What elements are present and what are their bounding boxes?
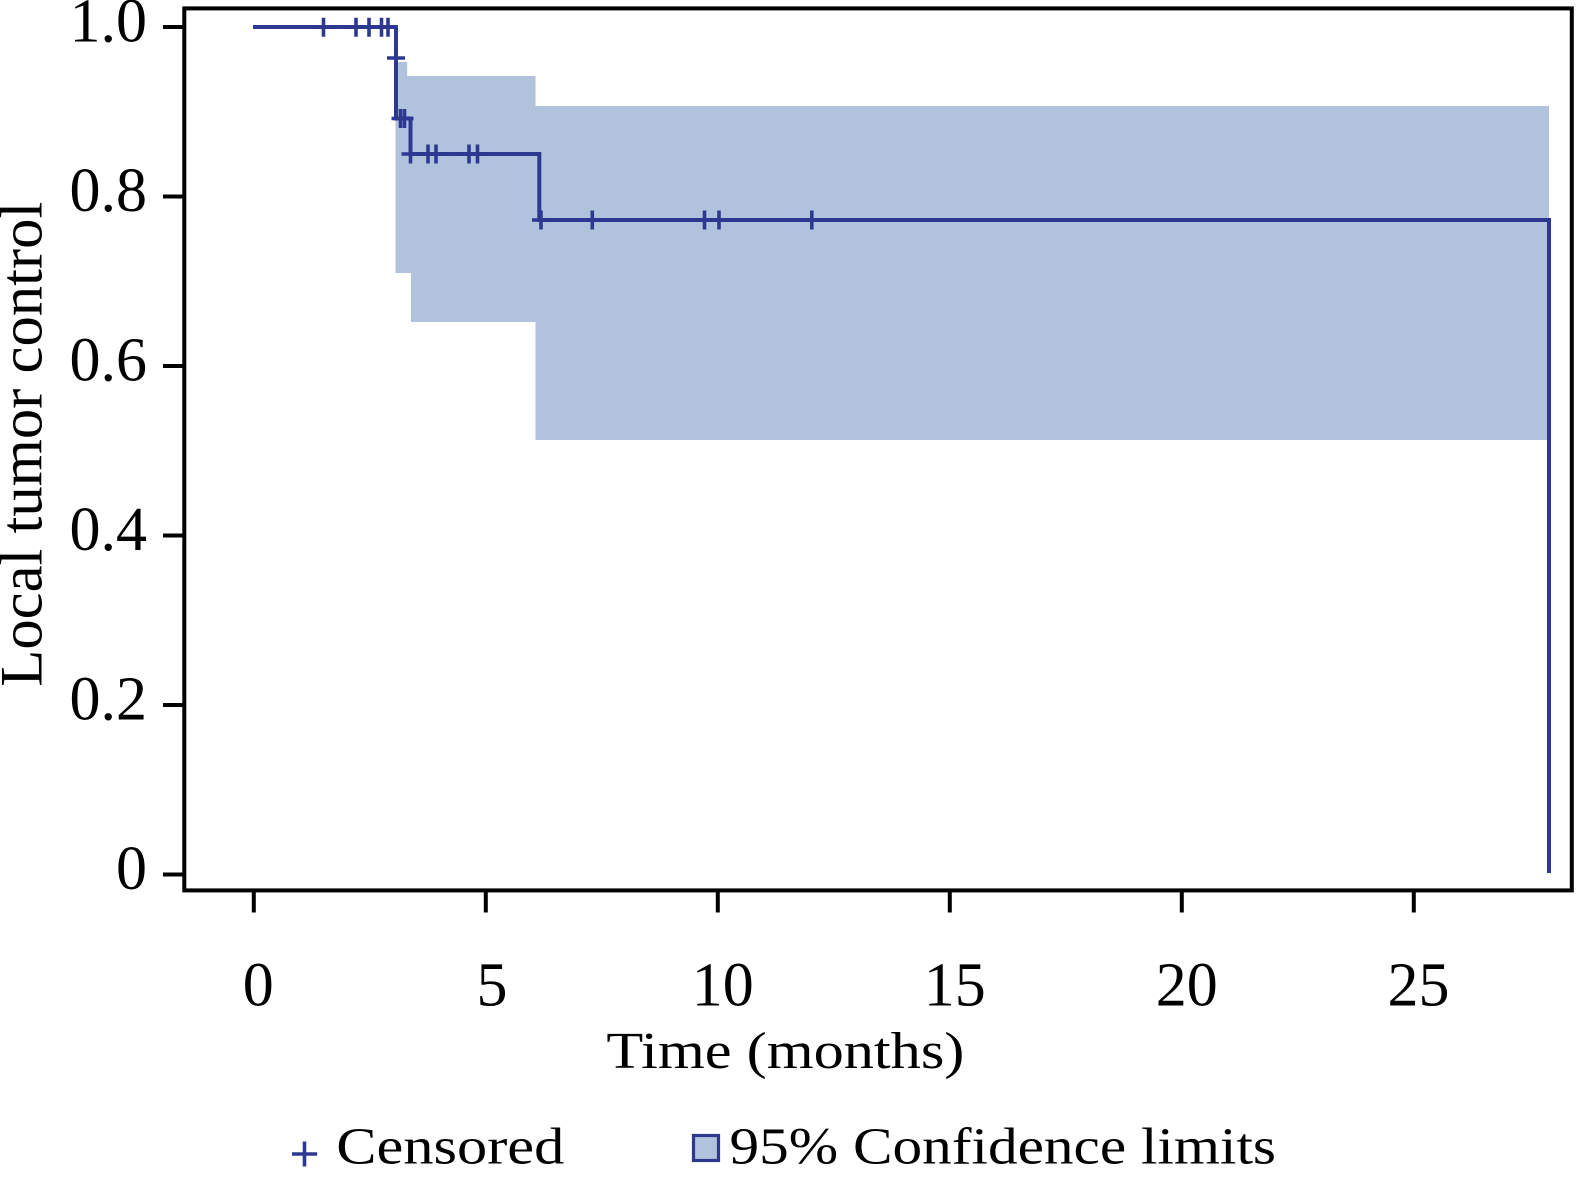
svg-text:0.8: 0.8 — [70, 157, 148, 225]
svg-text:Local tumor control: Local tumor control — [0, 202, 55, 687]
svg-text:20: 20 — [1156, 952, 1218, 1020]
svg-text:0.6: 0.6 — [70, 327, 148, 395]
svg-text:Time (months): Time (months) — [606, 1023, 964, 1080]
svg-text:25: 25 — [1388, 952, 1450, 1020]
svg-text:5: 5 — [477, 952, 508, 1020]
svg-text:0: 0 — [243, 952, 274, 1020]
svg-text:15: 15 — [924, 952, 986, 1020]
svg-text:1.0: 1.0 — [70, 0, 148, 56]
svg-text:Censored: Censored — [336, 1118, 564, 1173]
svg-text:0.2: 0.2 — [70, 666, 148, 734]
svg-text:10: 10 — [692, 952, 754, 1020]
svg-text:95% Confidence limits: 95% Confidence limits — [730, 1118, 1277, 1173]
svg-text:0.4: 0.4 — [70, 496, 148, 564]
svg-text:0: 0 — [116, 835, 147, 903]
